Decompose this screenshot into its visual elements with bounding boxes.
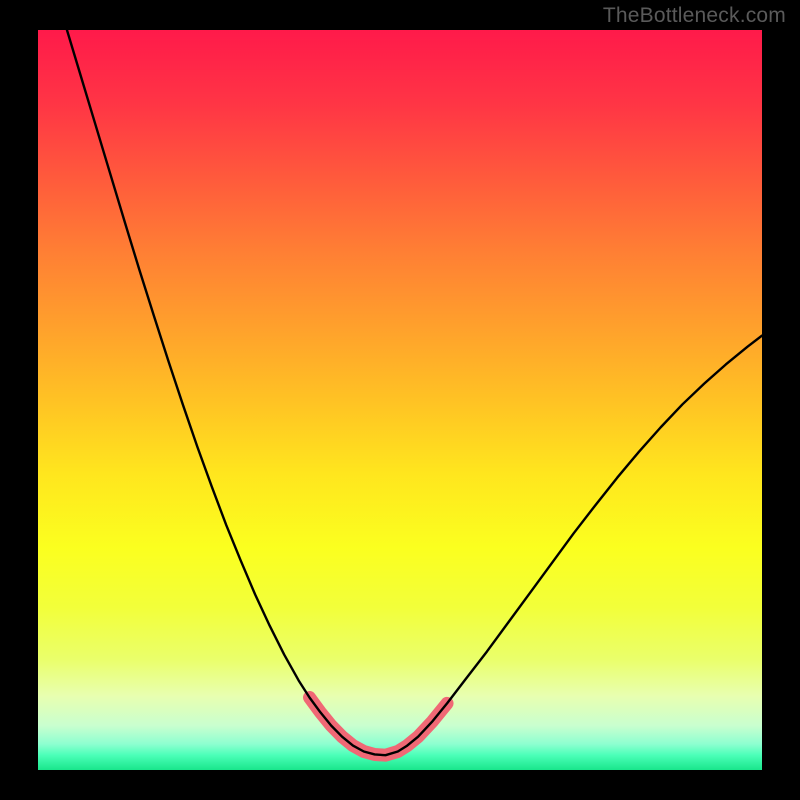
bottleneck-chart [38,30,762,770]
chart-background [38,30,762,770]
watermark-text: TheBottleneck.com [603,4,786,28]
chart-svg [38,30,762,770]
